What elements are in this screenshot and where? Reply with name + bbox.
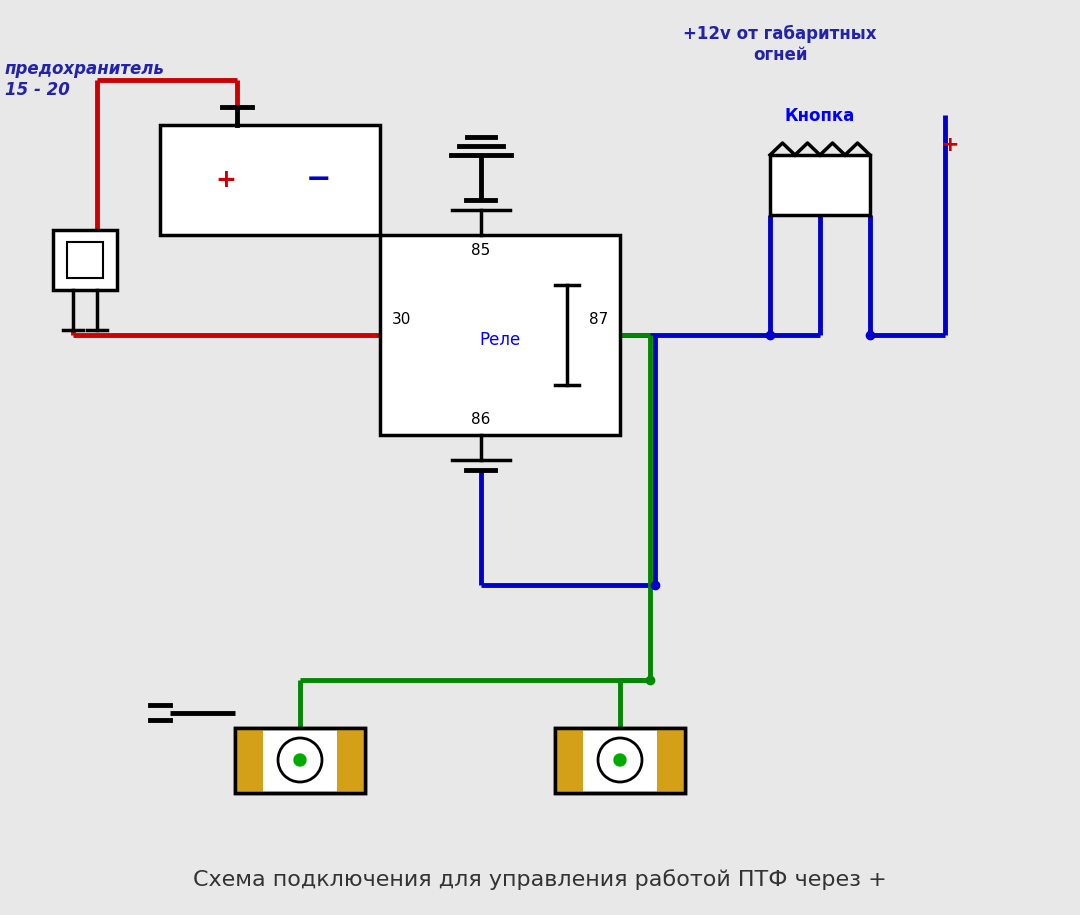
Bar (160, 125, 380, 235)
Text: +12v от габаритных
огней: +12v от габаритных огней (684, 25, 877, 64)
Circle shape (615, 754, 626, 766)
Circle shape (278, 738, 322, 782)
Circle shape (598, 738, 642, 782)
Bar (235, 727, 264, 792)
Bar (235, 727, 365, 792)
Bar (555, 727, 685, 792)
Text: 86: 86 (471, 412, 490, 427)
Bar (380, 235, 620, 435)
Bar (555, 727, 685, 792)
Bar (555, 727, 583, 792)
Text: предохранитель
15 - 20: предохранитель 15 - 20 (5, 60, 165, 99)
Text: Схема подключения для управления работой ПТФ через +: Схема подключения для управления работой… (193, 869, 887, 890)
Circle shape (294, 754, 306, 766)
Text: −: − (306, 166, 332, 195)
Text: +: + (216, 168, 237, 192)
Text: +: + (941, 135, 959, 155)
Bar (235, 727, 365, 792)
Bar (337, 727, 365, 792)
Text: 85: 85 (471, 243, 490, 258)
Text: 30: 30 (392, 312, 411, 327)
Text: 87: 87 (589, 312, 608, 327)
Bar (770, 155, 870, 215)
Text: Кнопка: Кнопка (785, 107, 855, 125)
Bar (657, 727, 685, 792)
Text: Реле: Реле (480, 331, 521, 349)
Bar (67, 242, 103, 278)
Bar (53, 230, 117, 290)
